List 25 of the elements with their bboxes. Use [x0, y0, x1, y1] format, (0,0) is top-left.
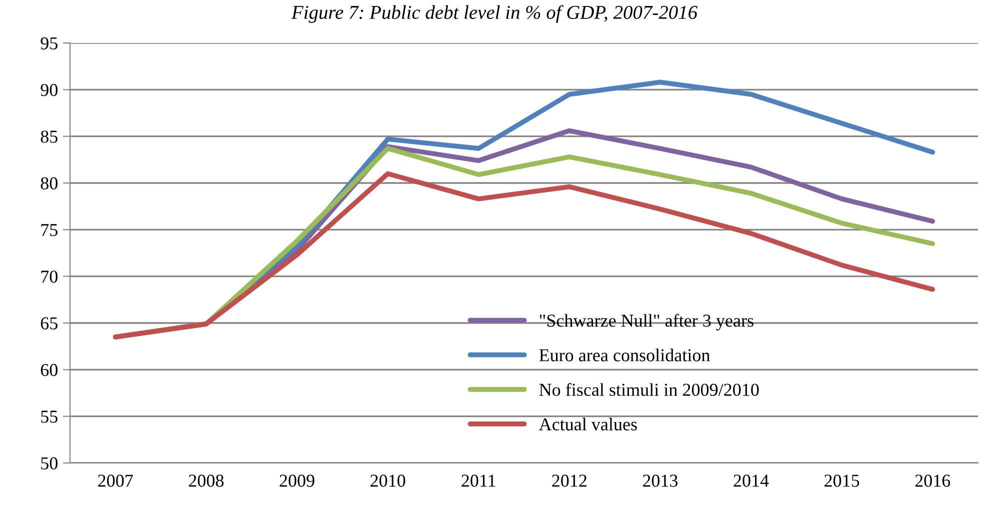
chart-title: Figure 7: Public debt level in % of GDP, 2007-2016: [291, 5, 698, 23]
y-tick-label: 75: [41, 224, 58, 236]
x-tick-label: 2014: [734, 474, 769, 487]
y-tick-label: 55: [41, 410, 58, 423]
y-tick-label: 60: [40, 364, 58, 376]
legend-label: No fiscal stimuli in 2009/2010: [539, 383, 759, 396]
x-tick-label: 2013: [642, 474, 678, 487]
y-tick-label: 50: [41, 457, 58, 470]
x-tick-label: 2011: [462, 474, 496, 487]
y-tick-label: 80: [40, 177, 58, 190]
x-tick-label: 2007: [98, 474, 133, 487]
x-tick-label: 2008: [188, 474, 224, 487]
x-tick-label: 2009: [280, 474, 314, 487]
y-tick-label: 65: [40, 317, 58, 330]
legend-label: "Schwarze Null" after 3 years: [540, 314, 754, 330]
x-tick-label: 2016: [915, 474, 950, 487]
y-tick-label: 90: [40, 84, 58, 96]
x-tick-label: 2010: [370, 474, 406, 487]
legend-label: Euro area consolidation: [539, 348, 710, 362]
y-tick-label: 85: [40, 130, 58, 143]
legend-label: Actual values: [538, 418, 637, 430]
x-tick-label: 2012: [552, 474, 586, 487]
y-tick-label: 95: [40, 37, 58, 50]
x-tick-label: 2015: [824, 474, 860, 487]
y-tick-label: 70: [41, 270, 58, 283]
